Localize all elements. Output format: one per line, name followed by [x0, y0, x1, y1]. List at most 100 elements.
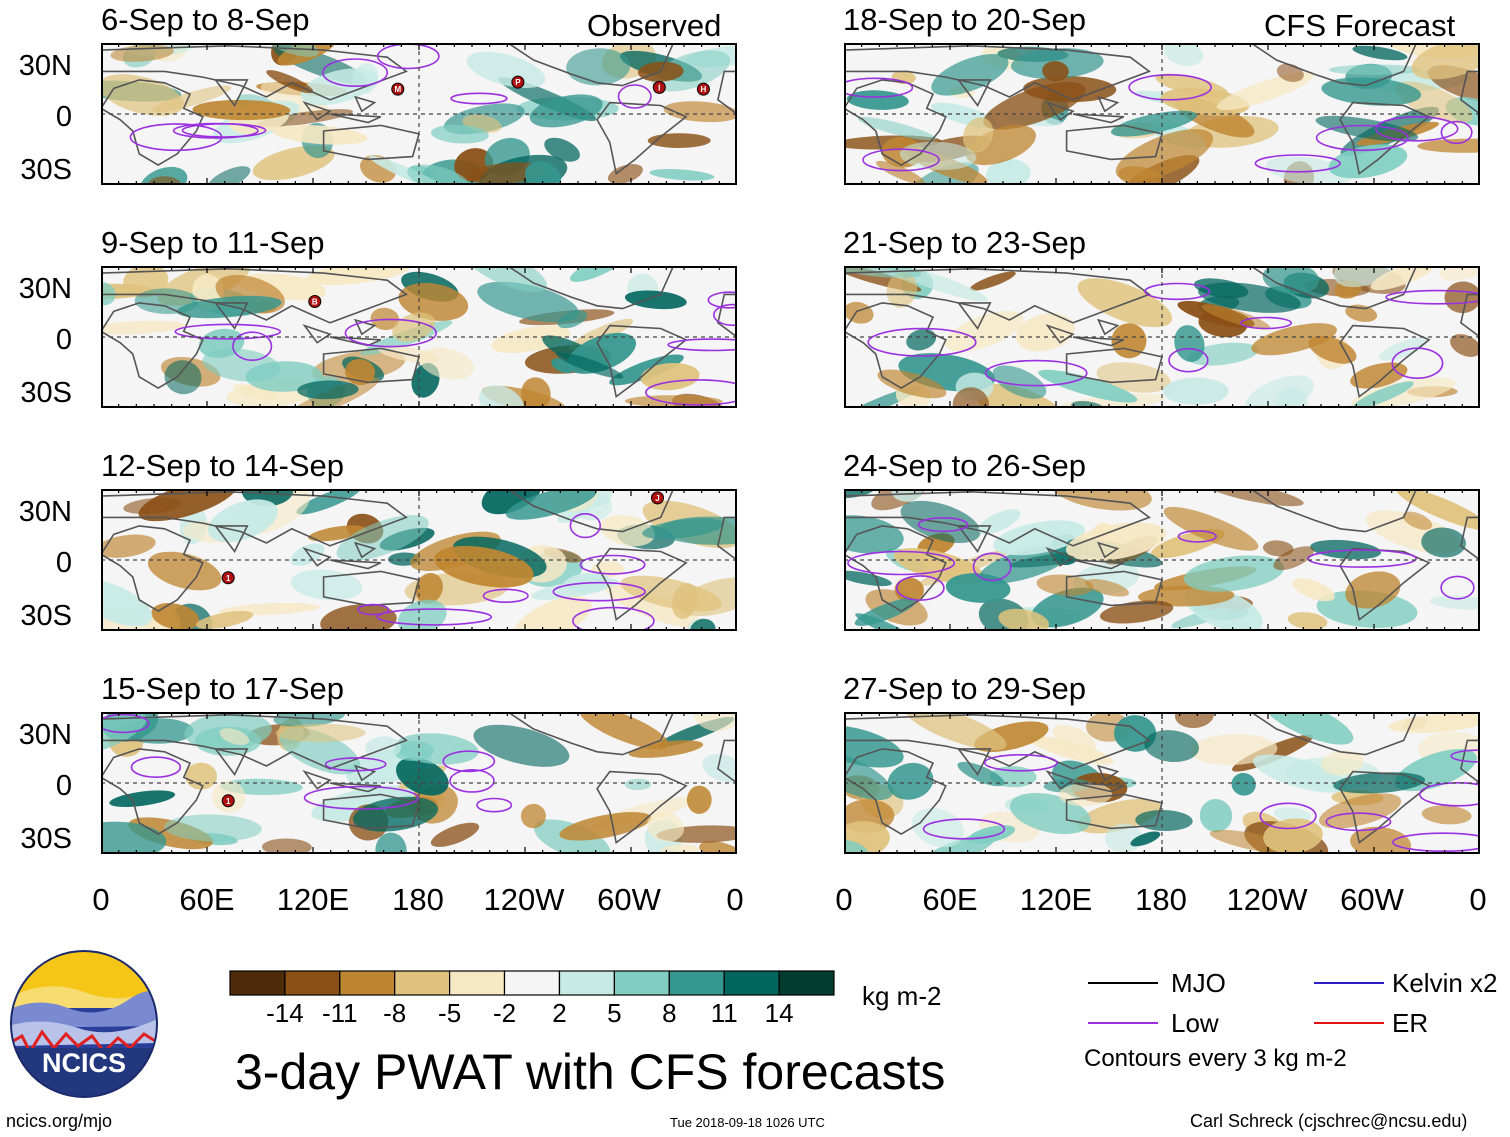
low-contour: [1240, 316, 1293, 330]
low-contour: [130, 756, 182, 779]
low-contour: [645, 379, 737, 406]
low-contour: [572, 606, 655, 631]
low-contour: [1254, 154, 1341, 173]
coastline: [844, 302, 947, 390]
x-label: 60E: [922, 882, 978, 917]
legend-low-label: Low: [1171, 1008, 1219, 1038]
low-contour: [172, 122, 259, 139]
y-label-30n: 30N: [18, 50, 72, 82]
y-label-30n: 30N: [18, 496, 72, 528]
coastline: [1065, 570, 1163, 607]
low-contour: [1391, 347, 1444, 379]
panel-title: 21-Sep to 23-Sep: [843, 225, 1087, 260]
x-label: 180: [1135, 882, 1187, 917]
x-label: 180: [392, 882, 444, 917]
colorbar-tick-label: -2: [492, 998, 517, 1028]
panel-title: 9-Sep to 11-Sep: [101, 225, 325, 260]
footer-timestamp: Tue 2018-09-18 1026 UTC: [670, 1115, 825, 1130]
low-contour: [972, 552, 1012, 582]
y-label-30n: 30N: [18, 719, 72, 751]
coastline: [596, 324, 688, 398]
pwat-map-panel: MPI H: [101, 43, 737, 185]
coastline: [844, 79, 947, 167]
storm-marker-label: I: [658, 83, 660, 92]
colorbar-tick-label: -8: [383, 998, 407, 1028]
low-contour: [983, 753, 1058, 772]
storm-marker-label: 1: [226, 574, 231, 583]
x-label: 0: [726, 882, 744, 917]
low-contour: [476, 797, 513, 813]
storm-marker-label: M: [394, 85, 401, 94]
colorbar-swatch: [449, 970, 506, 996]
coastline: [101, 525, 204, 613]
colorbar-tick-label: -14: [266, 998, 304, 1028]
y-label-eq: 0: [55, 324, 72, 356]
low-contour: [617, 84, 652, 109]
storm-marker: [696, 82, 710, 96]
colorbar-tick-label: 8: [662, 998, 677, 1028]
legend-mjo-label: MJO: [1171, 968, 1226, 998]
colorbar-swatch: [723, 970, 780, 996]
colorbar-swatch: [503, 970, 561, 996]
y-label-eq: 0: [55, 770, 72, 802]
low-contour: [713, 303, 737, 326]
coastline: [1249, 712, 1418, 756]
low-contour: [1385, 289, 1480, 305]
coastline: [213, 302, 249, 331]
pwat-map-panel: 1: [101, 712, 737, 854]
coastline: [101, 267, 408, 324]
colorbar-swatch: [668, 970, 725, 996]
low-contour: [984, 359, 1088, 387]
low-contour: [844, 77, 914, 98]
footer-url[interactable]: ncics.org/mjo: [6, 1111, 113, 1131]
coastline: [717, 739, 737, 784]
main-title: 3-day PWAT with CFS forecasts: [235, 1044, 946, 1100]
low-contour: [376, 608, 493, 626]
coastline: [506, 712, 675, 756]
low-contour: [322, 58, 389, 88]
coastline: [506, 489, 675, 533]
pwat-map-panel: [844, 712, 1480, 854]
colorbar-swatch: [339, 970, 396, 996]
colorbar-tick-label: -11: [321, 998, 358, 1028]
coastline: [506, 266, 675, 310]
low-contour: [1450, 749, 1480, 763]
coastline: [956, 79, 992, 108]
coastline: [1339, 324, 1431, 398]
low-contour: [449, 769, 495, 793]
coastline: [322, 793, 420, 830]
coastline: [101, 79, 204, 167]
coastline: [717, 516, 737, 561]
panel-title: 6-Sep to 8-Sep: [101, 2, 310, 37]
coastline: [1065, 347, 1163, 384]
x-label: 60E: [179, 882, 235, 917]
low-contour: [442, 750, 496, 773]
low-contour: [895, 575, 945, 601]
y-label-30s: 30S: [20, 823, 72, 855]
logo-text: NCICS: [42, 1048, 126, 1078]
storm-marker: [308, 295, 322, 308]
coastline: [717, 293, 737, 338]
colorbar-swatch: [558, 970, 616, 996]
panel-title: 18-Sep to 20-Sep: [843, 2, 1087, 37]
coastline: [844, 44, 1151, 101]
x-label: 120E: [276, 882, 350, 917]
low-contour: [450, 92, 508, 105]
coastline: [213, 748, 249, 777]
coastline: [1249, 43, 1418, 87]
pwat-map-panel: [844, 266, 1480, 408]
coastline: [1045, 541, 1125, 570]
coastline: [302, 318, 382, 347]
coastline: [1045, 95, 1125, 124]
y-label-30s: 30S: [20, 377, 72, 409]
coastline: [844, 525, 947, 613]
colorbar-swatch: [284, 970, 341, 996]
storm-marker: [391, 82, 405, 96]
coastline: [1065, 124, 1163, 161]
low-contour: [1419, 782, 1480, 807]
low-contour: [303, 785, 419, 810]
low-contour: [917, 516, 969, 533]
y-label-30s: 30S: [20, 600, 72, 632]
coastline: [1045, 318, 1125, 347]
low-contour: [1128, 73, 1212, 101]
